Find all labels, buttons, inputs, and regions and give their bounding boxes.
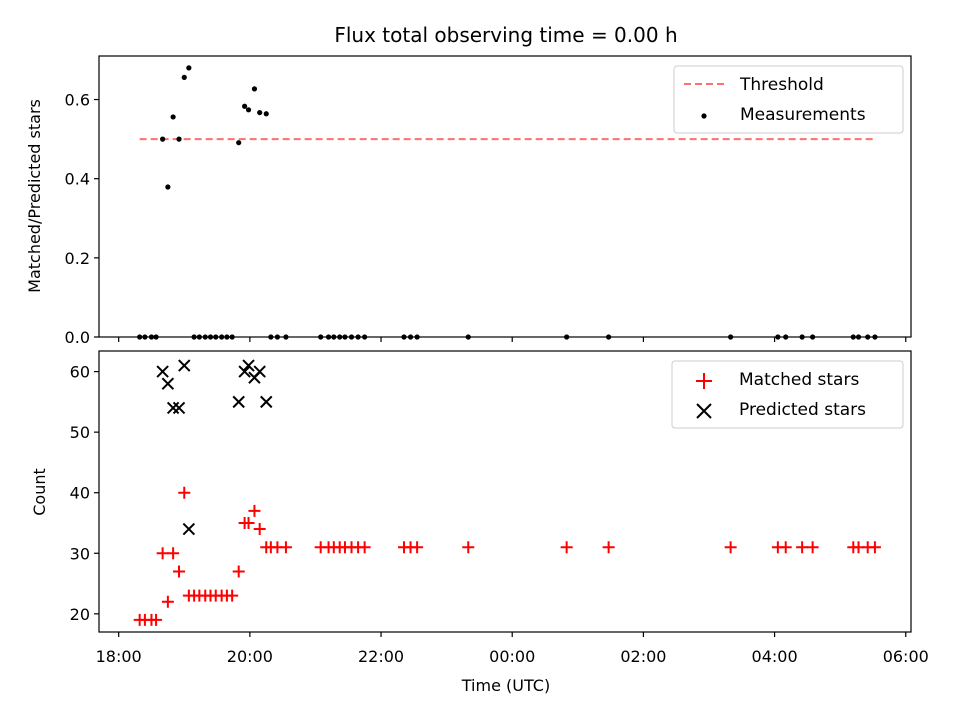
ratio-y-tick-label: 0.0 [65, 328, 90, 347]
matched-star-marker [806, 541, 819, 554]
predicted-star-marker [166, 401, 180, 415]
ratio-y-ticks: 0.0 0.2 0.4 0.6 [65, 91, 99, 347]
matched-star-marker [178, 486, 191, 499]
x-tick-label: 04:00 [752, 647, 798, 666]
legend-predicted-label: Predicted stars [739, 400, 866, 420]
ratio-y-tick-label: 0.4 [65, 170, 90, 189]
predicted-star-marker [232, 395, 245, 409]
count-y-tick-label: 50 [70, 423, 90, 442]
ratio-y-tick-label: 0.6 [65, 91, 90, 110]
matched-star-marker [161, 595, 174, 608]
predicted-star-marker [161, 377, 175, 390]
x-tick-label: 18:00 [96, 647, 142, 666]
count-panel: 20 30 40 50 60 18:00 20:00 22:00 00:00 02:00 04:0… [30, 350, 929, 695]
matched-star-marker [560, 541, 573, 554]
matched-star-marker [156, 547, 169, 560]
legend-predicted-swatch [696, 403, 712, 419]
measurement-point [263, 111, 269, 117]
matched-star-marker [724, 541, 737, 554]
legend-threshold-label: Threshold [739, 75, 824, 95]
ratio-y-tick-label: 0.2 [65, 249, 90, 268]
matched-star-marker [358, 541, 371, 554]
matched-star-marker [279, 541, 292, 554]
count-y-tick-label: 40 [70, 484, 90, 503]
legend-measurements-swatch [701, 113, 707, 119]
matched-star-marker [462, 541, 475, 554]
count-y-ticks: 20 30 40 50 60 [70, 363, 99, 624]
matched-star-marker [248, 504, 261, 517]
matched-star-marker [796, 541, 809, 554]
matched-star-marker [253, 523, 266, 536]
count-legend-box [671, 360, 904, 429]
matched-star-marker [150, 613, 163, 626]
predicted-star-marker [242, 359, 255, 372]
count-y-tick-label: 20 [70, 605, 90, 624]
predicted-star-marker [260, 395, 273, 409]
x-tick-label: 22:00 [358, 647, 404, 666]
matched-star-marker [167, 547, 180, 560]
matched-star-marker [242, 516, 255, 529]
predicted-star-marker [172, 401, 186, 415]
measurement-point [236, 140, 242, 146]
predicted-star-marker [156, 365, 169, 378]
matched-star-marker [602, 541, 615, 554]
x-tick-label: 06:00 [883, 647, 929, 666]
measurement-point [170, 114, 176, 120]
measurements-layer [137, 65, 878, 340]
x-tick-label: 02:00 [620, 647, 666, 666]
measurement-point [242, 103, 248, 109]
measurement-point [165, 184, 171, 190]
chart-title: Flux total observing time = 0.00 h [334, 23, 677, 47]
measurement-point [245, 107, 252, 113]
ratio-panel: 0.0 0.2 0.4 0.6 Matched/Predicted stars Thr… [25, 55, 912, 347]
predicted-star-marker [238, 365, 251, 378]
matched-star-marker [868, 541, 881, 554]
ratio-y-axis-label: Matched/Predicted stars [25, 99, 44, 293]
count-legend: Matched stars Predicted stars [671, 360, 904, 429]
count-x-ticks: 18:00 20:00 22:00 00:00 02:00 04:00 06:00 [96, 632, 929, 666]
x-tick-label: 20:00 [227, 647, 273, 666]
legend-matched-swatch [696, 373, 712, 389]
counts-layer [133, 359, 881, 626]
measurement-point [160, 136, 166, 142]
count-y-tick-label: 30 [70, 544, 90, 563]
legend-measurements-label: Measurements [740, 105, 866, 125]
predicted-star-marker [178, 359, 191, 372]
matched-star-marker [232, 565, 245, 578]
ratio-x-ticks [118, 337, 907, 342]
ratio-axes-frame [98, 55, 912, 338]
matched-star-marker [411, 541, 424, 554]
measurement-point [186, 65, 192, 71]
legend-matched-label: Matched stars [739, 370, 859, 390]
predicted-star-marker [253, 365, 266, 378]
predicted-star-marker [182, 522, 196, 536]
x-tick-label: 00:00 [489, 647, 535, 666]
count-axes-frame [98, 350, 912, 633]
ratio-legend-box [673, 65, 904, 134]
matched-star-marker [226, 589, 239, 602]
x-axis-label: Time (UTC) [461, 676, 550, 695]
measurement-point [176, 136, 182, 142]
matched-star-marker [779, 541, 792, 554]
measurement-point [251, 86, 258, 92]
count-y-tick-label: 60 [70, 363, 90, 382]
matched-star-marker [173, 565, 186, 578]
count-y-axis-label: Count [30, 468, 49, 516]
measurement-point [181, 74, 187, 80]
measurement-point [257, 109, 263, 116]
ratio-legend: Threshold Measurements [673, 65, 904, 134]
